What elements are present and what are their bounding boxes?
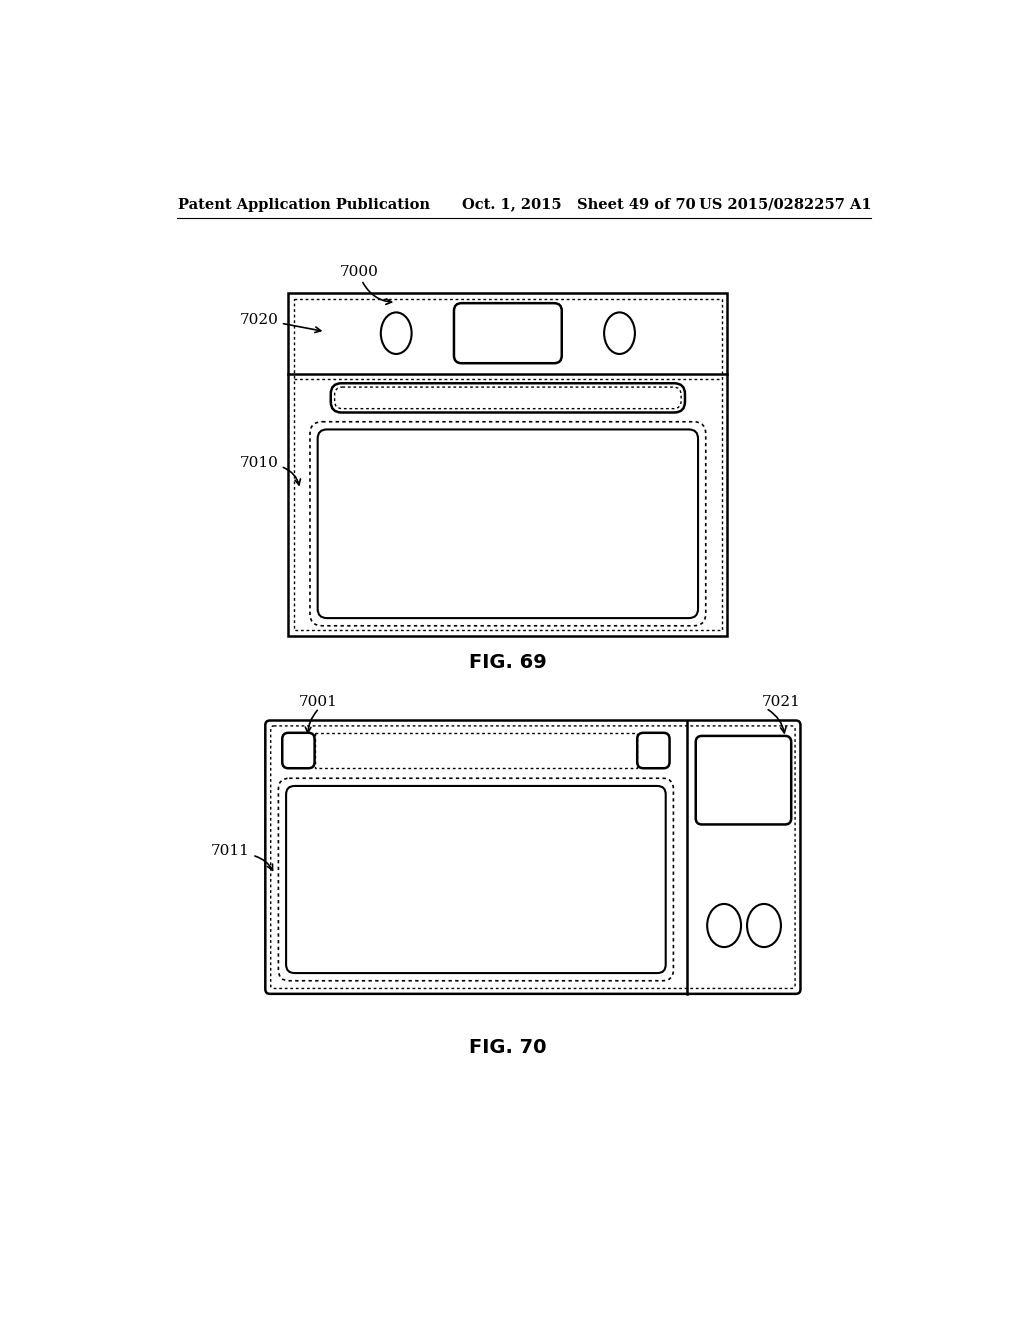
Text: 7021: 7021	[762, 696, 801, 709]
Bar	[294, 298, 722, 631]
Bar	[289, 293, 727, 636]
Text: Oct. 1, 2015   Sheet 49 of 70: Oct. 1, 2015 Sheet 49 of 70	[462, 198, 695, 211]
Text: US 2015/0282257 A1: US 2015/0282257 A1	[698, 198, 871, 211]
Text: FIG. 70: FIG. 70	[469, 1039, 547, 1057]
Text: 7000: 7000	[340, 265, 379, 280]
Text: FIG. 69: FIG. 69	[469, 653, 547, 672]
Text: 7010: 7010	[240, 455, 279, 470]
Text: 7020: 7020	[240, 313, 279, 327]
Text: 7011: 7011	[211, 845, 250, 858]
Text: Patent Application Publication: Patent Application Publication	[178, 198, 430, 211]
Bar	[314, 733, 637, 768]
Text: 7001: 7001	[298, 696, 337, 709]
